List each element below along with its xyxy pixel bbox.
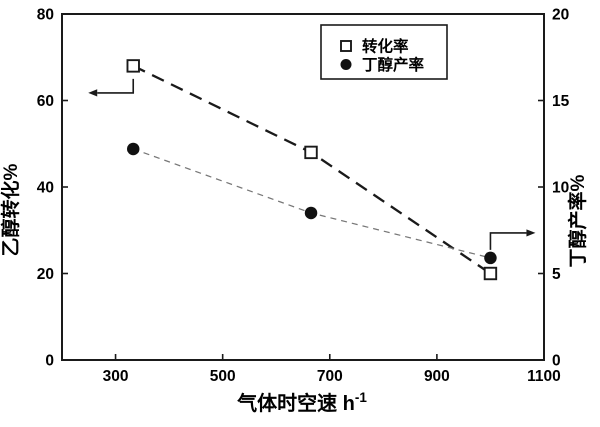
x-axis-tick-label: 1100 <box>527 368 561 385</box>
legend-item-label: 转化率 <box>362 37 409 56</box>
open-square-marker-icon <box>126 59 140 73</box>
filled-circle-marker-icon <box>126 142 140 156</box>
left-y-axis-tick-label: 20 <box>37 266 54 283</box>
filled-circle-marker-icon <box>340 59 352 70</box>
filled-circle-marker-icon <box>484 251 497 265</box>
right-y-axis-tick-label: 5 <box>552 266 561 283</box>
x-axis-tick-label: 500 <box>210 368 236 385</box>
right-y-axis-tick-label: 10 <box>552 180 569 197</box>
left-y-axis-tick-label: 60 <box>37 93 54 110</box>
legend-box <box>320 24 448 80</box>
x-axis-tick-label: 300 <box>103 368 129 385</box>
left-y-axis-title: 乙醇转化% <box>0 163 22 256</box>
right-arrowhead-icon <box>526 229 536 237</box>
series-line-1 <box>133 148 491 259</box>
right-y-axis-tick-label: 0 <box>552 353 561 370</box>
left-y-axis-tick-label: 0 <box>45 353 54 370</box>
left-arrowhead-icon <box>88 89 98 97</box>
x-axis-tick-label: 700 <box>317 368 343 385</box>
series-line-0 <box>132 64 492 275</box>
right-y-axis-tick-label: 20 <box>552 7 569 24</box>
open-square-marker-icon <box>340 40 352 52</box>
open-square-marker-icon <box>304 145 318 160</box>
left-axis-pointer-arrow <box>97 78 135 94</box>
left-y-axis-tick-label: 40 <box>37 180 54 197</box>
x-axis-title: 气体时空速 h-1 <box>236 390 367 415</box>
right-y-axis-tick-label: 15 <box>552 93 570 110</box>
x-axis-tick-label: 900 <box>424 368 450 385</box>
filled-circle-marker-icon <box>304 206 318 220</box>
legend-item-label: 丁醇产率 <box>362 55 425 74</box>
left-y-axis-tick-label: 80 <box>37 7 54 24</box>
open-square-marker-icon <box>483 266 498 281</box>
right-y-axis-title: 丁醇产率% <box>566 174 589 267</box>
right-axis-pointer-arrow <box>489 232 527 250</box>
